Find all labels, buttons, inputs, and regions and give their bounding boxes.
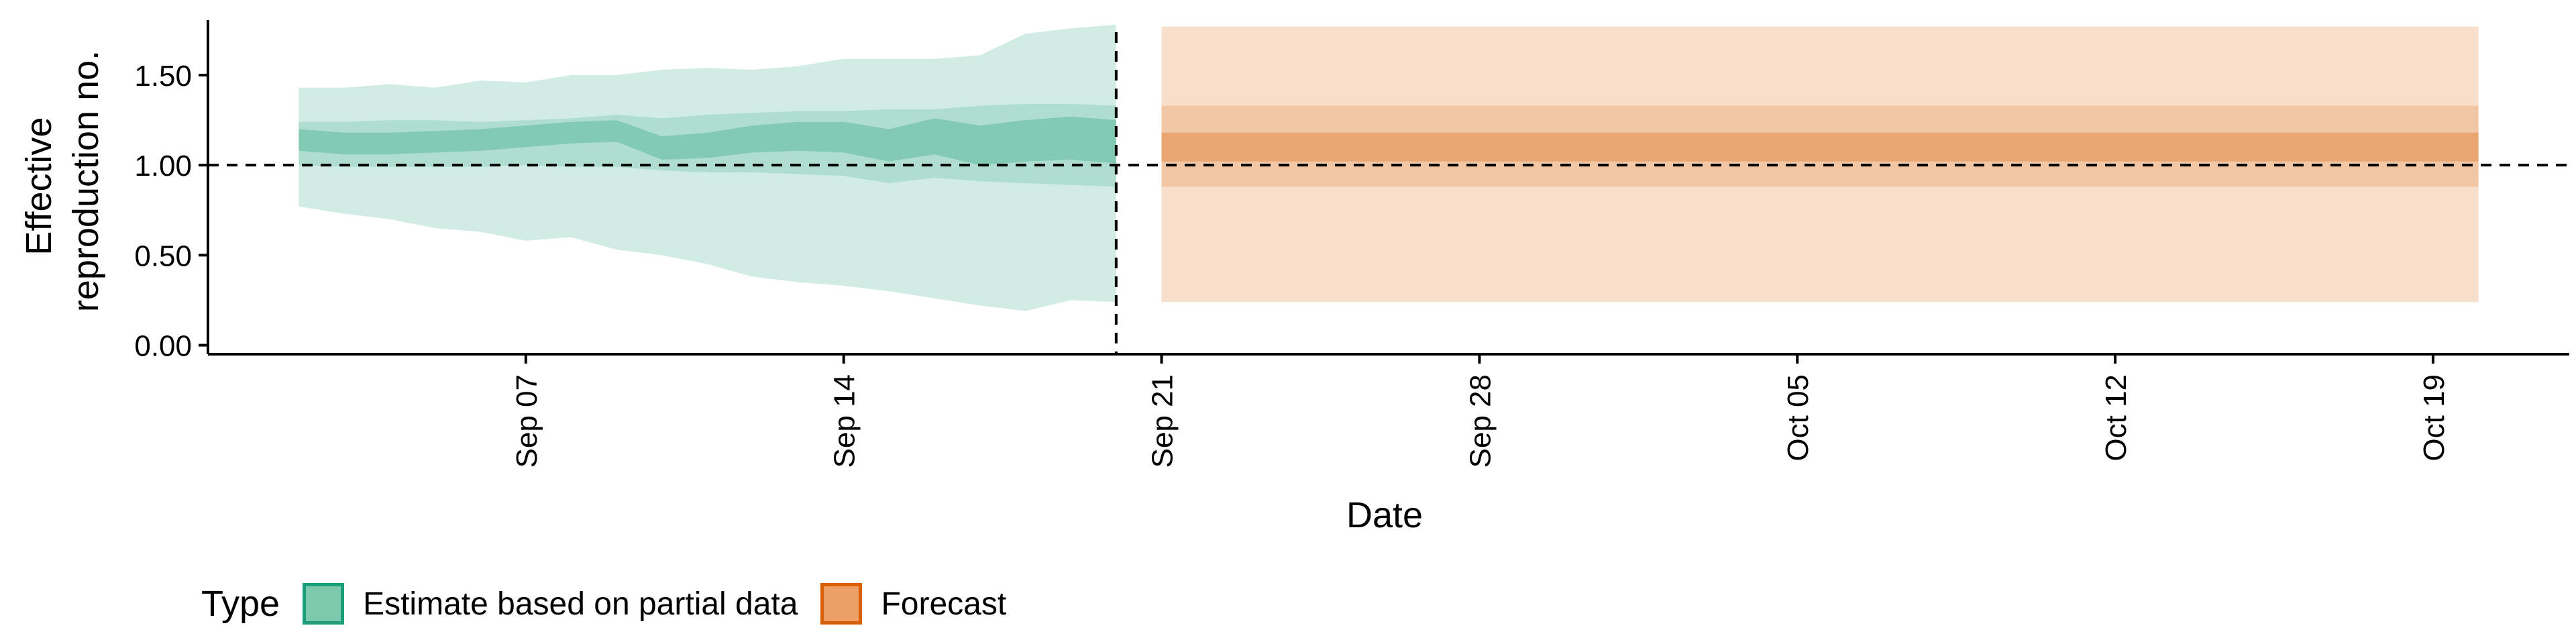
legend-key-forecast: [820, 583, 863, 625]
y-axis-title-line-1: Effective: [19, 117, 59, 255]
y-axis-title: Effective reproduction no.: [19, 50, 106, 312]
chart-svg: 0.00 0.50 1.00 1.50 Sep 07 Sep 14 Sep 21 Sep 28…: [19, 20, 2569, 535]
x-tick-label: Oct 12: [2100, 374, 2133, 462]
x-axis-title: Date: [1346, 495, 1423, 535]
legend-title: Type: [201, 584, 280, 624]
x-tick-label: Sep 07: [511, 374, 543, 468]
legend-key-estimate: [303, 583, 345, 625]
y-tick-label: 0.00: [134, 330, 192, 363]
forecast-inner-band: [1161, 132, 2479, 162]
x-tick-label: Sep 28: [1464, 374, 1497, 468]
y-tick-label: 0.50: [134, 239, 192, 272]
y-tick-label: 1.00: [134, 150, 192, 182]
y-axis-title-line-2: reproduction no.: [66, 50, 106, 312]
legend-label-forecast: Forecast: [881, 586, 1007, 622]
estimate-inner-band: [299, 116, 1116, 166]
x-tick-label: Oct 05: [1782, 374, 1815, 462]
axes: 0.00 0.50 1.00 1.50 Sep 07 Sep 14 Sep 21 Sep 28…: [134, 20, 2569, 468]
x-tick-label: Sep 21: [1146, 374, 1179, 468]
x-tick-label: Oct 19: [2418, 374, 2451, 462]
legend-label-estimate: Estimate based on partial data: [363, 586, 798, 622]
x-tick-label: Sep 14: [828, 374, 861, 468]
y-tick-label: 1.50: [134, 60, 192, 93]
ribbon-layer: [299, 24, 2479, 311]
reference-lines: [208, 32, 2569, 354]
legend: Type Estimate based on partial data Fore…: [201, 574, 1029, 634]
legend-item-forecast: Forecast: [820, 583, 1006, 625]
legend-item-estimate: Estimate based on partial data: [303, 583, 798, 625]
